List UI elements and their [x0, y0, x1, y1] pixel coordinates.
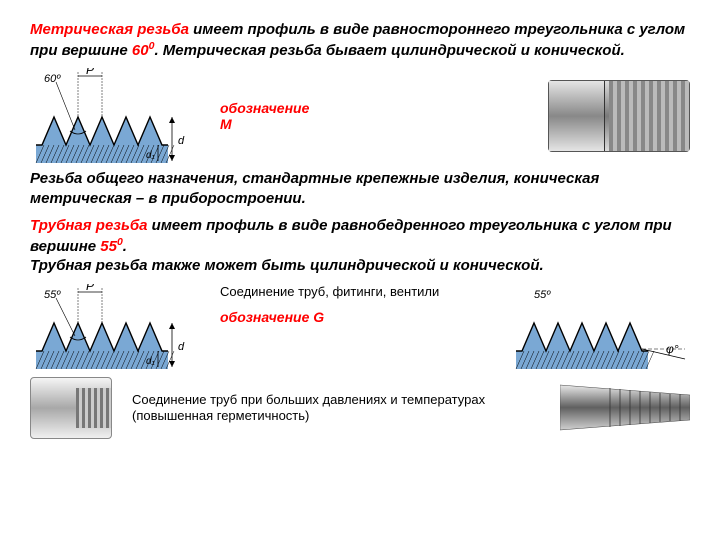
svg-text:55º: 55º — [534, 289, 551, 301]
pipe-row: 55º Pd d₁ Соединение труб, фитинги, вентил… — [30, 284, 690, 369]
svg-text:P: P — [86, 284, 94, 293]
svg-text:55º: 55º — [44, 289, 61, 301]
metric-profile-diagram: 60º Pd d₁ — [30, 68, 200, 163]
designation-m: обозначениеМ — [220, 100, 528, 132]
p3c: Трубная резьба также может быть цилиндри… — [30, 257, 544, 274]
pipe-profile-diagram-right: φ° 55º — [510, 284, 690, 369]
pipe-thread-paragraph: Трубная резьба имеет профиль в виде равн… — [30, 216, 690, 276]
svg-text:d₁: d₁ — [146, 356, 155, 367]
designation-g: обозначение G — [220, 309, 490, 325]
svg-text:d₁: d₁ — [146, 150, 155, 161]
metric-thread-paragraph: Метрическая резьба имеет профиль в виде … — [30, 20, 690, 60]
svg-text:P: P — [86, 68, 94, 77]
svg-text:φ°: φ° — [666, 342, 679, 356]
bottom-caption: Соединение труб при больших давлениях и … — [132, 392, 540, 423]
general-purpose-paragraph: Резьба общего назначения, стандартные кр… — [30, 169, 690, 208]
fitting-photo — [30, 377, 112, 439]
pipes-caption: Соединение труб, фитинги, вентили — [220, 284, 490, 300]
pipe-angle: 550 — [100, 238, 123, 255]
metric-row: 60º Pd d₁ обозначениеМ — [30, 68, 690, 163]
svg-text:d: d — [178, 341, 185, 353]
p1b: . Метрическая резьба бывает цилиндрическ… — [154, 42, 624, 59]
conical-thread-photo — [560, 380, 690, 435]
svg-text:d: d — [178, 135, 185, 147]
metric-angle: 600 — [132, 42, 155, 59]
bottom-row: Соединение труб при больших давлениях и … — [30, 377, 690, 439]
pipe-profile-diagram-left: 55º Pd d₁ — [30, 284, 200, 369]
svg-text:60º: 60º — [44, 73, 61, 85]
metric-head: Метрическая резьба — [30, 21, 189, 38]
bolt-photo — [548, 80, 690, 152]
pipe-head: Трубная резьба — [30, 217, 147, 234]
